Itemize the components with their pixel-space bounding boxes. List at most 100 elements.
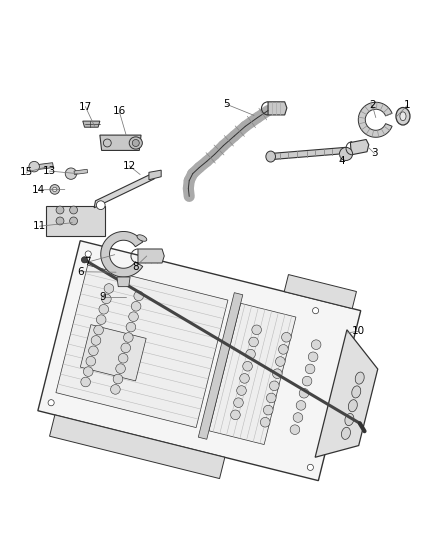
Ellipse shape [103,139,111,147]
Circle shape [134,291,144,301]
Text: 1: 1 [404,100,411,110]
Circle shape [231,410,240,419]
Circle shape [104,284,114,293]
Circle shape [279,344,288,354]
Circle shape [313,308,319,314]
Circle shape [299,389,309,398]
Circle shape [91,336,101,345]
Polygon shape [209,303,296,445]
Text: 17: 17 [79,102,92,111]
Polygon shape [350,140,369,155]
Circle shape [96,201,105,209]
Circle shape [116,364,125,374]
Circle shape [94,325,103,335]
Circle shape [56,217,64,225]
Circle shape [70,217,78,225]
Circle shape [293,413,303,422]
Ellipse shape [400,112,406,120]
Polygon shape [83,121,100,127]
Ellipse shape [352,386,361,398]
Polygon shape [268,102,287,115]
Polygon shape [358,102,392,138]
Circle shape [65,168,77,179]
Circle shape [121,343,131,353]
Circle shape [266,393,276,403]
Circle shape [124,333,133,342]
Circle shape [290,425,300,434]
Ellipse shape [396,108,410,125]
Circle shape [282,333,291,342]
Circle shape [233,398,243,408]
Polygon shape [56,265,228,427]
Text: 5: 5 [223,100,230,109]
Circle shape [48,400,54,406]
Circle shape [272,369,282,378]
Circle shape [237,386,246,395]
Circle shape [240,374,249,383]
Circle shape [260,417,270,427]
Circle shape [302,376,312,386]
Polygon shape [74,169,88,174]
Circle shape [110,385,120,394]
Circle shape [305,364,315,374]
Circle shape [276,357,285,366]
Polygon shape [270,147,346,159]
Ellipse shape [348,400,357,412]
Polygon shape [94,172,155,208]
Text: 12: 12 [123,161,136,171]
Circle shape [88,346,98,356]
Circle shape [96,315,106,325]
Circle shape [85,251,91,257]
Circle shape [126,322,136,332]
Ellipse shape [339,147,353,160]
Circle shape [132,140,139,147]
Circle shape [269,381,279,391]
Polygon shape [315,330,378,457]
Circle shape [243,361,252,371]
Ellipse shape [266,151,276,162]
Circle shape [308,352,318,361]
Polygon shape [38,241,361,481]
Text: 11: 11 [33,221,46,231]
Circle shape [86,357,95,366]
Circle shape [307,464,314,471]
Text: 7: 7 [84,257,91,267]
Circle shape [81,257,88,263]
Circle shape [246,349,255,359]
Circle shape [56,206,64,214]
Circle shape [70,206,78,214]
Circle shape [99,304,109,314]
Polygon shape [198,293,243,439]
Circle shape [83,367,93,376]
Circle shape [118,353,128,363]
Polygon shape [101,231,143,277]
Polygon shape [32,163,53,170]
Ellipse shape [137,235,147,241]
Circle shape [249,337,258,347]
Text: 3: 3 [371,149,378,158]
Text: 15: 15 [20,167,33,177]
Circle shape [53,187,57,191]
Text: 16: 16 [113,106,126,116]
Circle shape [129,312,138,321]
Circle shape [29,161,39,172]
Polygon shape [100,135,141,150]
Polygon shape [138,249,164,263]
Circle shape [50,184,60,194]
Ellipse shape [129,137,142,149]
Circle shape [311,340,321,350]
Circle shape [81,377,91,387]
Text: 10: 10 [352,326,365,336]
Polygon shape [284,274,357,309]
Text: 13: 13 [42,166,56,176]
Text: 14: 14 [32,185,45,195]
Ellipse shape [345,414,354,425]
Polygon shape [117,277,130,287]
Text: 9: 9 [99,292,106,302]
Polygon shape [149,170,161,180]
Circle shape [252,325,261,335]
Ellipse shape [355,372,364,384]
Polygon shape [46,206,105,236]
Circle shape [263,405,273,415]
Text: 8: 8 [132,262,139,271]
